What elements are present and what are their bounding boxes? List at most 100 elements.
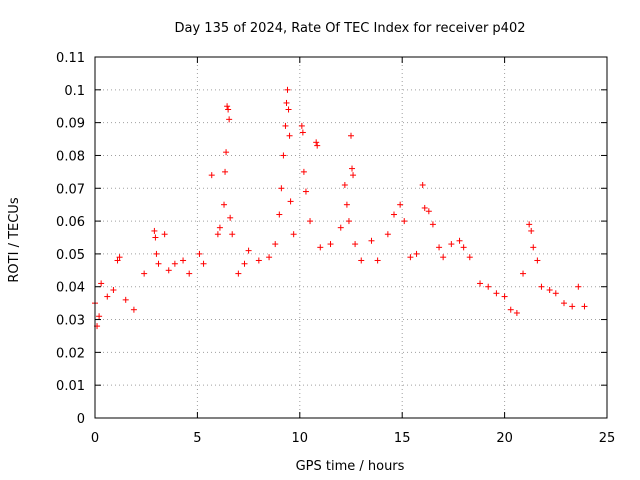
data-point bbox=[299, 129, 306, 136]
data-point bbox=[413, 250, 420, 257]
data-point bbox=[222, 168, 229, 175]
data-point bbox=[216, 224, 223, 231]
y-tick-label: 0 bbox=[77, 412, 85, 427]
y-tick-label: 0.03 bbox=[56, 314, 85, 329]
data-point bbox=[569, 303, 576, 310]
data-point bbox=[235, 270, 242, 277]
data-point bbox=[300, 168, 307, 175]
data-point bbox=[196, 250, 203, 257]
x-tick-label: 15 bbox=[394, 431, 411, 446]
data-point bbox=[520, 270, 527, 277]
data-point bbox=[528, 227, 535, 234]
data-point bbox=[345, 218, 352, 225]
data-point bbox=[477, 280, 484, 287]
x-tick-label: 5 bbox=[193, 431, 201, 446]
data-point bbox=[110, 287, 117, 294]
data-point bbox=[98, 280, 105, 287]
data-point bbox=[368, 237, 375, 244]
data-point bbox=[165, 267, 172, 274]
data-point bbox=[440, 254, 447, 261]
y-tick-label: 0.04 bbox=[56, 281, 85, 296]
y-tick-label: 0.11 bbox=[56, 51, 85, 66]
data-point bbox=[152, 234, 159, 241]
y-tick-label: 0.02 bbox=[56, 346, 85, 361]
data-points bbox=[92, 86, 588, 330]
chart-title: Day 135 of 2024, Rate Of TEC Index for r… bbox=[175, 21, 526, 36]
data-point bbox=[225, 106, 232, 113]
data-point bbox=[341, 181, 348, 188]
data-point bbox=[284, 86, 291, 93]
data-point bbox=[493, 290, 500, 297]
data-point bbox=[507, 306, 514, 313]
data-point bbox=[153, 250, 160, 257]
data-point bbox=[421, 204, 428, 211]
data-point bbox=[374, 257, 381, 264]
y-axis-ticks: 0 0.01 0.02 0.03 0.04 0.05 0.06 0.07 0.08 0.09 0.1… bbox=[56, 51, 607, 427]
data-point bbox=[337, 224, 344, 231]
data-point bbox=[224, 103, 231, 110]
data-point bbox=[229, 231, 236, 238]
data-point bbox=[266, 254, 273, 261]
data-point bbox=[575, 283, 582, 290]
data-point bbox=[425, 208, 432, 215]
data-point bbox=[358, 257, 365, 264]
data-point bbox=[214, 231, 221, 238]
data-point bbox=[501, 293, 508, 300]
data-point bbox=[155, 260, 162, 267]
data-point bbox=[161, 231, 168, 238]
data-point bbox=[538, 283, 545, 290]
data-point bbox=[141, 270, 148, 277]
data-point bbox=[384, 231, 391, 238]
data-point bbox=[560, 300, 567, 307]
data-point bbox=[276, 211, 283, 218]
data-point bbox=[419, 181, 426, 188]
data-point bbox=[282, 122, 289, 129]
x-tick-label: 0 bbox=[91, 431, 99, 446]
data-point bbox=[456, 237, 463, 244]
data-point bbox=[391, 211, 398, 218]
y-tick-label: 0.1 bbox=[64, 84, 85, 99]
data-point bbox=[397, 201, 404, 208]
data-point bbox=[407, 254, 414, 261]
x-tick-label: 25 bbox=[599, 431, 616, 446]
data-point bbox=[186, 270, 193, 277]
data-point bbox=[552, 290, 559, 297]
data-point bbox=[286, 132, 293, 139]
y-tick-label: 0.05 bbox=[56, 248, 85, 263]
x-tick-label: 20 bbox=[496, 431, 513, 446]
data-point bbox=[348, 132, 354, 139]
data-point bbox=[226, 116, 233, 123]
data-point bbox=[227, 214, 234, 221]
data-point bbox=[429, 221, 436, 228]
x-tick-label: 10 bbox=[292, 431, 309, 446]
data-point bbox=[122, 296, 129, 303]
data-point bbox=[526, 221, 533, 228]
data-point bbox=[200, 260, 207, 267]
data-point bbox=[436, 244, 443, 251]
data-point bbox=[313, 139, 320, 146]
plot-frame bbox=[94, 56, 608, 419]
data-point bbox=[460, 244, 467, 251]
grid-lines bbox=[95, 57, 607, 418]
data-point bbox=[581, 303, 588, 310]
data-point bbox=[221, 201, 228, 208]
data-point bbox=[255, 257, 262, 264]
data-point bbox=[171, 260, 178, 267]
y-tick-label: 0.06 bbox=[56, 215, 85, 230]
data-point bbox=[513, 309, 520, 316]
data-point bbox=[298, 122, 305, 129]
y-tick-label: 0.09 bbox=[56, 117, 85, 132]
data-point bbox=[534, 257, 541, 264]
data-point bbox=[278, 185, 285, 192]
data-point bbox=[485, 283, 492, 290]
data-point bbox=[208, 172, 215, 179]
y-tick-label: 0.01 bbox=[56, 379, 85, 394]
data-point bbox=[448, 241, 455, 248]
data-point bbox=[223, 149, 230, 156]
data-point bbox=[280, 152, 287, 159]
data-point bbox=[350, 172, 357, 179]
data-point bbox=[290, 231, 297, 238]
data-point bbox=[546, 287, 553, 294]
data-point bbox=[317, 244, 324, 251]
